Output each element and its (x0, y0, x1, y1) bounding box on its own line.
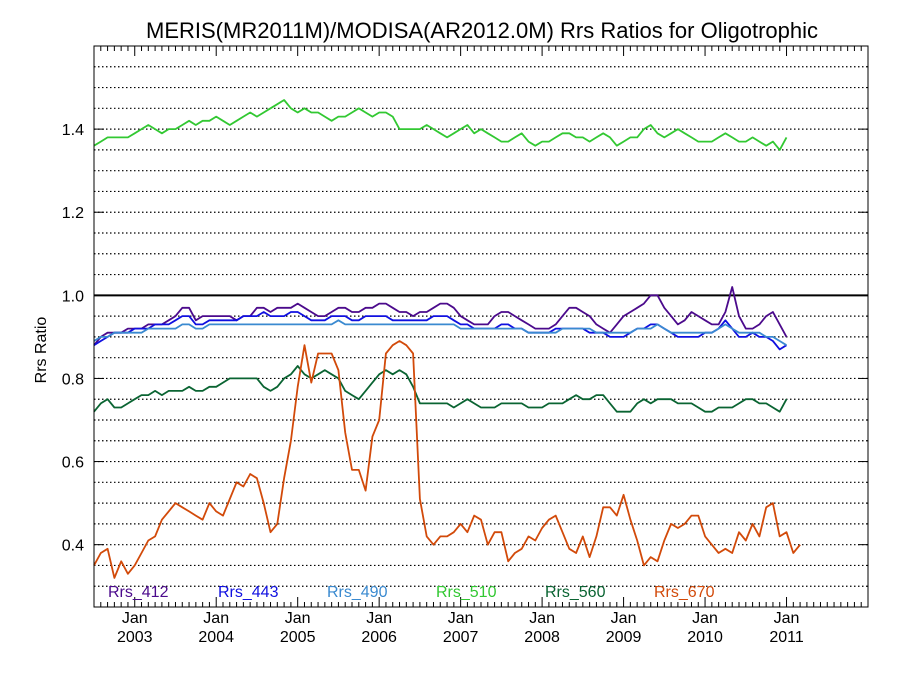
x-tick-label-year: 2011 (769, 629, 804, 646)
legend-entry-rrs-443: Rrs_443 (218, 584, 279, 601)
x-tick-label-month: Jan (692, 610, 718, 627)
legend-entry-rrs-670: Rrs_670 (654, 584, 715, 601)
x-tick-label-year: 2007 (443, 629, 479, 646)
legend-entry-rrs-560: Rrs_560 (545, 584, 606, 601)
legend: Rrs_412 Rrs_443 Rrs_490 Rrs_510 Rrs_560 Rrs_6… (108, 584, 715, 601)
x-tick-label-month: Jan (774, 610, 800, 627)
x-tick-label-month: Jan (122, 610, 148, 627)
y-tick-label: 1.2 (62, 205, 84, 222)
legend-entry-rrs-412: Rrs_412 (108, 584, 169, 601)
grid-lines (94, 66, 868, 587)
y-tick-label: 0.8 (62, 371, 84, 388)
x-tick-label-month: Jan (611, 610, 637, 627)
series-line-rrs-443 (93, 311, 787, 351)
series-lines (93, 99, 801, 579)
x-axis: Jan 2003 Jan 2004 Jan 2005 Jan 2006 Jan 2007 Jan 20… (93, 46, 869, 646)
series-line-rrs-670 (93, 340, 801, 579)
series-line-rrs-490 (93, 319, 787, 346)
y-tick-label: 1.0 (62, 288, 84, 305)
series-line-rrs-560 (93, 365, 788, 413)
y-axis: 0.4 0.6 0.8 1.0 1.2 1.4 (62, 122, 868, 555)
x-tick-label-month: Jan (529, 610, 555, 627)
x-tick-label-month: Jan (366, 610, 392, 627)
x-tick-label-year: 2009 (606, 629, 642, 646)
series-line-rrs-412 (93, 286, 788, 346)
x-tick-label-year: 2006 (361, 629, 397, 646)
x-tick-label-year: 2005 (280, 629, 316, 646)
x-tick-label-month: Jan (448, 610, 474, 627)
y-tick-label: 0.4 (62, 538, 84, 555)
legend-entry-rrs-510: Rrs_510 (436, 584, 497, 601)
x-tick-label-year: 2008 (524, 629, 560, 646)
y-axis-label: Rrs Ratio (33, 317, 50, 384)
chart-title: MERIS(MR2011M)/MODISA(AR2012.0M) Rrs Rat… (146, 18, 818, 43)
x-tick-label-month: Jan (203, 610, 229, 627)
legend-entry-rrs-490: Rrs_490 (327, 584, 388, 601)
y-tick-label: 1.4 (62, 122, 84, 139)
x-tick-label-year: 2003 (117, 629, 153, 646)
x-tick-label-year: 2004 (198, 629, 234, 646)
x-tick-label-month: Jan (285, 610, 311, 627)
y-tick-label: 0.6 (62, 455, 84, 472)
series-line-rrs-510 (93, 99, 788, 151)
x-tick-label-year: 2010 (687, 629, 723, 646)
